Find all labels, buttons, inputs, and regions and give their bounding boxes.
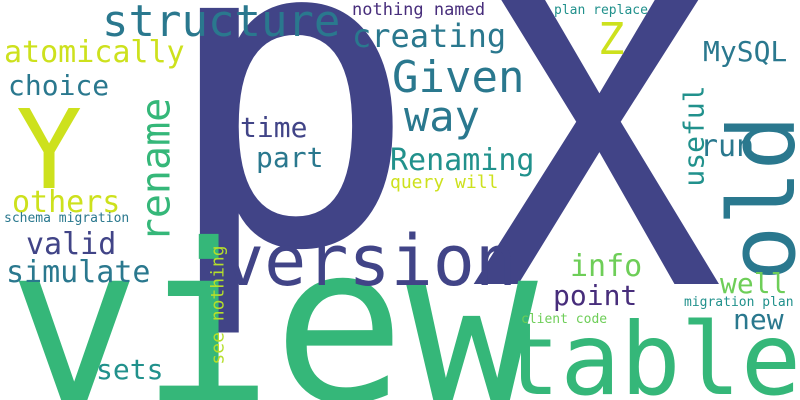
word-Renaming: Renaming (390, 143, 535, 178)
word-client-code: client code (521, 312, 608, 327)
word-new: new (733, 303, 784, 336)
word-info: info (570, 249, 643, 284)
word-version: version (222, 220, 518, 302)
word-nothing-named: nothing named (352, 0, 486, 20)
word-simulate: simulate (6, 255, 151, 290)
word-run: run (700, 129, 755, 164)
word-plan-replace: plan replace (554, 3, 648, 18)
word-rename: rename (133, 97, 180, 243)
word-choice: choice (8, 69, 110, 102)
word-time: time (240, 111, 308, 144)
word-way: way (404, 92, 480, 141)
word-table: table (500, 301, 800, 400)
word-Given: Given (392, 52, 525, 103)
word-X: X (470, 0, 723, 384)
word-see-nothing: see nothing (207, 245, 229, 365)
word-others: others (12, 185, 121, 220)
word-well: well (720, 267, 788, 300)
word-migration-plan: migration plan (684, 295, 794, 310)
word-sets: sets (96, 353, 164, 386)
word-point: point (553, 279, 638, 312)
word-p: p (160, 0, 419, 345)
word-structure: structure (102, 0, 341, 47)
word-part: part (256, 141, 324, 174)
word-query-will: query will (390, 172, 499, 193)
word-view: view (8, 197, 538, 400)
word-Z: Z (598, 14, 625, 65)
word-useful: useful (677, 85, 711, 187)
word-atomically: atomically (4, 35, 185, 70)
word-creating: creating (352, 17, 507, 55)
word-Y: Y (16, 86, 83, 214)
word-schema-migration: schema migration (4, 211, 130, 226)
word-MySQL: MySQL (703, 35, 788, 68)
word-valid: valid (26, 227, 117, 262)
